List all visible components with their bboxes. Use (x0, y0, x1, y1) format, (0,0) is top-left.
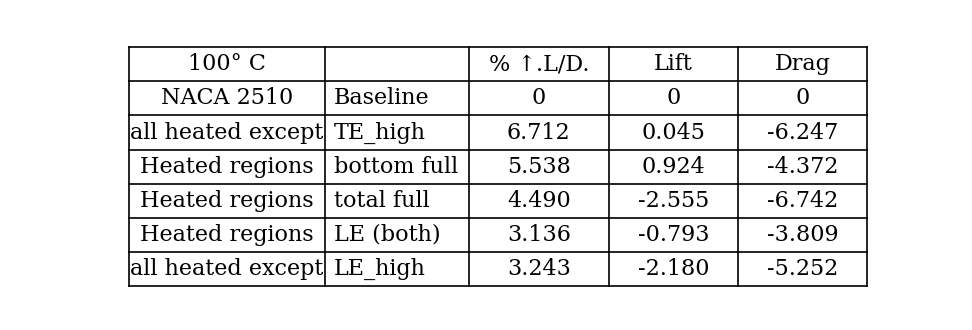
Text: all heated except: all heated except (130, 121, 324, 144)
Text: -5.252: -5.252 (767, 258, 838, 280)
Text: Baseline: Baseline (333, 87, 430, 110)
Text: Heated regions: Heated regions (140, 190, 314, 212)
Text: NACA 2510: NACA 2510 (160, 87, 293, 110)
Text: -3.809: -3.809 (767, 224, 839, 246)
Text: -2.180: -2.180 (638, 258, 710, 280)
Text: Lift: Lift (654, 53, 693, 75)
Text: 3.136: 3.136 (506, 224, 571, 246)
Text: all heated except: all heated except (130, 258, 324, 280)
Text: Heated regions: Heated regions (140, 224, 314, 246)
Text: % ↑.L/D.: % ↑.L/D. (489, 53, 589, 75)
Text: -0.793: -0.793 (638, 224, 710, 246)
Text: bottom full: bottom full (333, 156, 458, 178)
Text: -6.247: -6.247 (767, 121, 838, 144)
Text: 0: 0 (667, 87, 680, 110)
Text: total full: total full (333, 190, 430, 212)
Text: LE_high: LE_high (333, 258, 426, 280)
Text: LE (both): LE (both) (333, 224, 440, 246)
Text: -2.555: -2.555 (638, 190, 710, 212)
Text: 5.538: 5.538 (506, 156, 571, 178)
Text: 4.490: 4.490 (506, 190, 571, 212)
Text: 100° C: 100° C (188, 53, 265, 75)
Text: 0.045: 0.045 (642, 121, 706, 144)
Text: 3.243: 3.243 (506, 258, 571, 280)
Text: -6.742: -6.742 (767, 190, 838, 212)
Text: 0.924: 0.924 (642, 156, 706, 178)
Text: 0: 0 (795, 87, 810, 110)
Text: TE_high: TE_high (333, 121, 426, 144)
Text: 6.712: 6.712 (507, 121, 571, 144)
Text: -4.372: -4.372 (767, 156, 839, 178)
Text: Heated regions: Heated regions (140, 156, 314, 178)
Text: 0: 0 (532, 87, 546, 110)
Text: Drag: Drag (775, 53, 831, 75)
